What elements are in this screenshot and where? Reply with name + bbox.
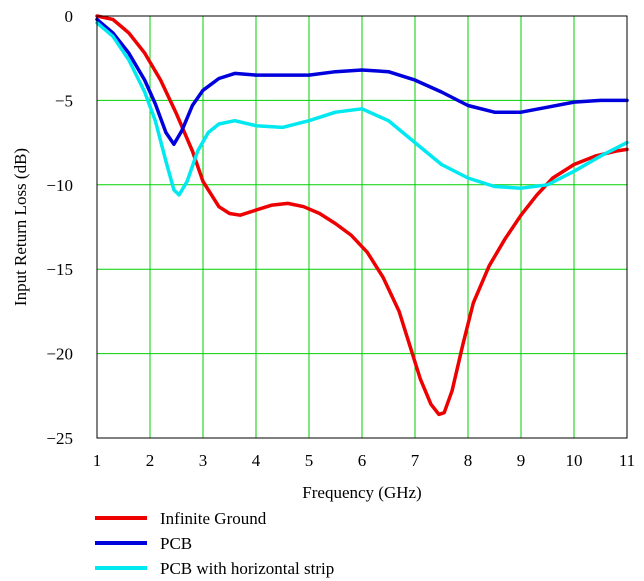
y-tick-label: −25 [46, 429, 73, 448]
x-tick-labels: 1 2 3 4 5 6 7 8 9 10 11 [93, 451, 635, 470]
y-tick-label: −15 [46, 260, 73, 279]
y-tick-label: −20 [46, 345, 73, 364]
legend-label-1: PCB [160, 534, 192, 553]
y-tick-label: 0 [65, 7, 74, 26]
x-tick-label: 4 [252, 451, 261, 470]
x-tick-label: 8 [464, 451, 473, 470]
x-tick-label: 3 [199, 451, 208, 470]
x-tick-label: 11 [619, 451, 635, 470]
x-tick-label: 6 [358, 451, 367, 470]
y-tick-label: −10 [46, 176, 73, 195]
legend-label-0: Infinite Ground [160, 509, 267, 528]
x-axis-label: Frequency (GHz) [302, 483, 421, 502]
series-line-2 [95, 21, 629, 197]
legend-label-2: PCB with horizontal strip [160, 559, 334, 578]
x-tick-label: 5 [305, 451, 314, 470]
y-tick-labels: 0 −5 −10 −15 −20 −25 [46, 7, 73, 448]
x-tick-label: 1 [93, 451, 102, 470]
y-tick-label: −5 [55, 91, 73, 110]
x-tick-label: 2 [146, 451, 155, 470]
x-tick-label: 7 [411, 451, 420, 470]
legend: Infinite Ground PCB PCB with horizontal st… [95, 509, 334, 578]
x-tick-label: 10 [566, 451, 583, 470]
plot-frame [96, 15, 628, 439]
grid-lines [97, 16, 627, 438]
series-line-1 [95, 17, 629, 147]
x-tick-label: 9 [517, 451, 526, 470]
y-axis-label: Input Return Loss (dB) [11, 148, 30, 306]
series-lines [95, 14, 629, 417]
